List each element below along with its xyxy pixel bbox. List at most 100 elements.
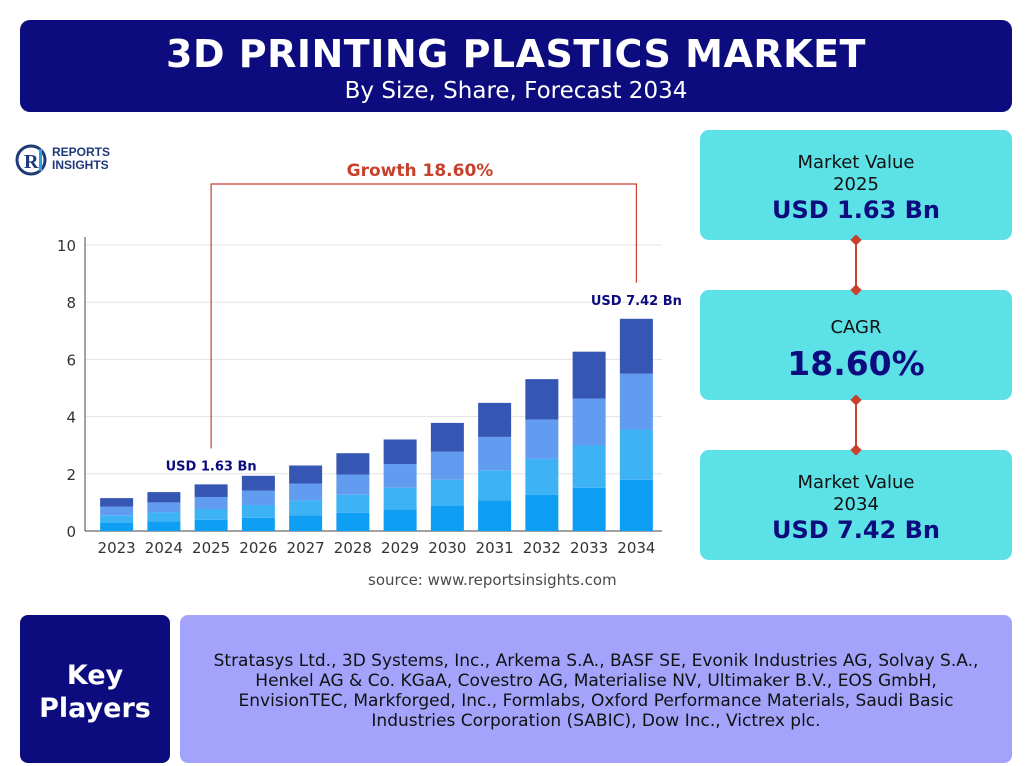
x-tick-label: 2027 xyxy=(287,539,325,557)
cagr-value: 18.60% xyxy=(787,344,925,383)
connector-line-2 xyxy=(855,400,857,450)
bar-segment xyxy=(194,484,228,497)
growth-bracket-line xyxy=(210,183,637,449)
page-subtitle: By Size, Share, Forecast 2034 xyxy=(344,78,688,104)
logo-line-1: REPORTS xyxy=(52,145,111,159)
page-title: 3D PRINTING PLASTICS MARKET xyxy=(166,32,866,76)
grid-layer xyxy=(85,244,662,475)
y-tick-label: 0 xyxy=(66,523,76,541)
bar-segment xyxy=(572,398,606,446)
bar-segment xyxy=(147,512,181,522)
bar-segment xyxy=(194,496,228,509)
bar-segment xyxy=(619,318,653,374)
y-tick-label: 4 xyxy=(66,409,76,427)
bar-segment xyxy=(525,458,559,495)
box1-year: 2025 xyxy=(833,174,879,195)
cagr-box: CAGR 18.60% xyxy=(700,290,1012,400)
x-tick-label: 2028 xyxy=(334,539,372,557)
logo-line-2: INSIGHTS xyxy=(52,158,109,172)
bar-segment xyxy=(194,519,228,531)
bar-segment xyxy=(430,451,464,480)
bar-segment xyxy=(619,429,653,480)
box3-value: USD 7.42 Bn xyxy=(772,516,940,544)
bar-segment xyxy=(241,475,275,491)
bar-segment xyxy=(572,351,606,399)
bar-segment xyxy=(241,490,275,505)
bar-segment xyxy=(430,505,464,531)
bar-segment xyxy=(430,479,464,506)
source-note: source: www.reportsinsights.com xyxy=(368,571,617,589)
x-tick-label: 2025 xyxy=(192,539,230,557)
box1-label: Market Value xyxy=(797,152,915,173)
y-tick-label: 8 xyxy=(66,294,76,312)
bar-segment xyxy=(525,494,559,531)
bar-segment xyxy=(147,521,181,531)
bar-segment xyxy=(572,445,606,488)
x-tick-label: 2024 xyxy=(145,539,183,557)
box3-year: 2034 xyxy=(833,494,879,515)
bar-segment xyxy=(336,453,370,475)
bar-segment xyxy=(241,504,275,518)
bar-segment xyxy=(100,506,134,516)
y-tick-label: 2 xyxy=(66,466,76,484)
bar-segment xyxy=(430,422,464,452)
bar-segment xyxy=(383,509,417,531)
bar-segment xyxy=(241,517,275,531)
svg-text:R: R xyxy=(24,151,39,173)
x-tick-label: 2023 xyxy=(98,539,136,557)
bar-segment xyxy=(289,500,323,516)
reports-insights-logo: R xyxy=(15,144,47,176)
header-banner: 3D PRINTING PLASTICS MARKET By Size, Sha… xyxy=(20,20,1012,112)
bar-segment xyxy=(619,373,653,430)
bar-segment xyxy=(478,470,512,501)
key-players-heading-line-1: Key xyxy=(66,660,124,691)
key-players-list-box: Stratasys Ltd., 3D Systems, Inc., Arkema… xyxy=(180,615,1012,763)
x-tick-label: 2031 xyxy=(476,539,514,557)
bar-segment xyxy=(336,494,370,513)
bar-segment xyxy=(100,522,134,531)
bar-segment xyxy=(147,492,181,503)
bar-segment xyxy=(478,402,512,437)
key-players-heading: Key Players xyxy=(20,659,170,725)
growth-bracket: Growth 18.60% xyxy=(210,161,637,449)
bar-value-label: USD 7.42 Bn xyxy=(591,294,682,309)
bar-segment xyxy=(525,379,559,420)
bar-segment xyxy=(572,487,606,531)
bar-value-label: USD 1.63 Bn xyxy=(166,459,257,474)
bar-segment xyxy=(194,508,228,520)
x-tick-label: 2032 xyxy=(523,539,561,557)
key-players-heading-box: Key Players xyxy=(20,615,170,763)
box3-label: Market Value xyxy=(797,472,915,493)
axis-layer: 0 2 4 6 8 10 2023 2024 2025 2026 2027 2028 2029 2030 2… xyxy=(57,237,662,557)
bar-segment xyxy=(383,464,417,488)
bars-layer xyxy=(100,318,653,531)
market-value-2025-box: Market Value 2025 USD 1.63 Bn xyxy=(700,130,1012,240)
x-tick-label: 2034 xyxy=(617,539,655,557)
cagr-label: CAGR xyxy=(830,317,882,338)
bar-segment xyxy=(147,502,181,513)
bar-segment xyxy=(478,436,512,471)
x-tick-label: 2030 xyxy=(428,539,466,557)
y-tick-label: 6 xyxy=(66,351,76,369)
key-players-heading-line-2: Players xyxy=(39,693,151,724)
stacked-bar-chart: 0 2 4 6 8 10 2023 2024 2025 2026 2027 2028 2029 2030 2… xyxy=(57,161,682,557)
bar-segment xyxy=(383,487,417,510)
key-players-list: Stratasys Ltd., 3D Systems, Inc., Arkema… xyxy=(213,651,979,731)
bar-segment xyxy=(289,483,323,501)
box1-value: USD 1.63 Bn xyxy=(772,196,940,224)
bar-segment xyxy=(525,419,559,459)
bar-segment xyxy=(100,498,134,507)
bar-segment xyxy=(100,515,134,523)
x-tick-label: 2029 xyxy=(381,539,419,557)
bar-segment xyxy=(336,512,370,531)
y-tick-label: 10 xyxy=(57,237,76,255)
bar-segment xyxy=(289,465,323,484)
bar-segment xyxy=(478,500,512,531)
market-value-2034-box: Market Value 2034 USD 7.42 Bn xyxy=(700,450,1012,560)
connector-line-1 xyxy=(855,240,857,290)
x-tick-label: 2033 xyxy=(570,539,608,557)
logo-wordmark: REPORTS INSIGHTS xyxy=(52,146,110,172)
x-tick-label: 2026 xyxy=(239,539,277,557)
bar-segment xyxy=(289,515,323,531)
growth-label: Growth 18.60% xyxy=(347,161,494,181)
